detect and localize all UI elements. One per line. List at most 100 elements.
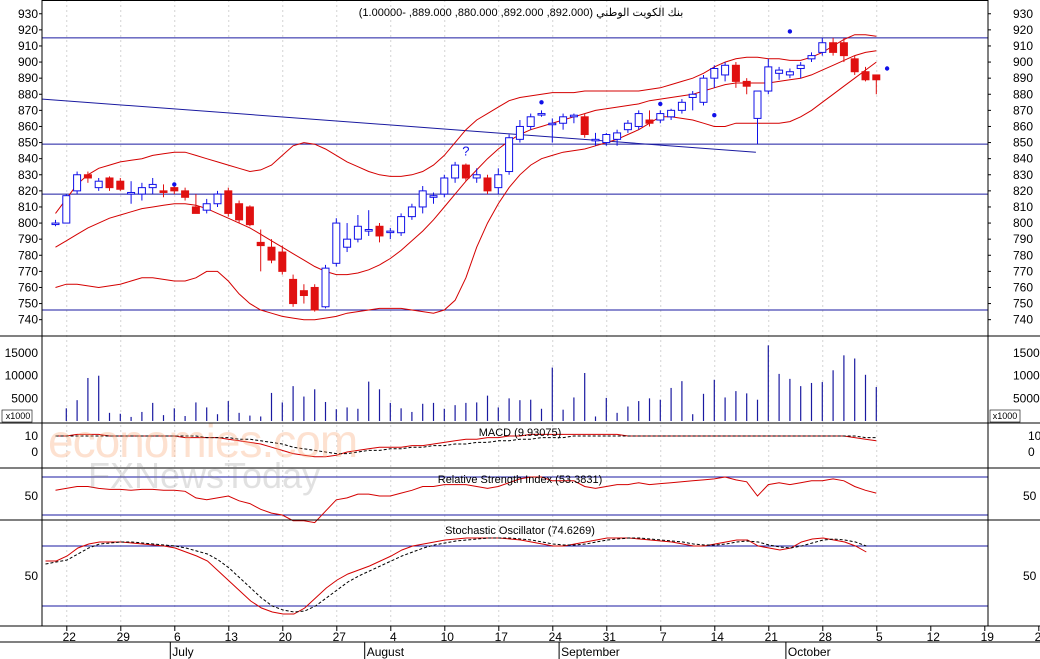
macd-signal-line [55, 435, 877, 455]
candle-body [872, 74, 881, 81]
x-day-label: 14 [711, 630, 725, 644]
candle-body [418, 190, 427, 208]
price-tick-label-left: 930 [18, 7, 38, 21]
candle-body [386, 230, 395, 234]
stochastic-k-line [45, 537, 867, 615]
volume-tick-label-right: 10000 [1013, 369, 1040, 383]
price-tick-label-left: 830 [18, 168, 38, 182]
signal-marker: ? [462, 143, 469, 158]
macd-panel [55, 433, 877, 458]
price-tick-label-left: 810 [18, 200, 38, 214]
candle-body [343, 238, 352, 248]
price-tick-label-right: 860 [1013, 119, 1033, 133]
x-day-label: 20 [279, 630, 293, 644]
price-tick-label-left: 890 [18, 71, 38, 85]
candle-body [677, 101, 686, 111]
volume-tick-label-left: 10000 [5, 369, 39, 383]
x-day-label: 22 [63, 630, 77, 644]
candle-body [505, 137, 514, 173]
candle-body [375, 225, 384, 237]
bollinger-upper-band [55, 34, 877, 214]
rsi-tick-label-left: 50 [25, 489, 39, 503]
candle-body [148, 183, 157, 189]
price-tick-label-left: 860 [18, 119, 38, 133]
candle-body [170, 187, 179, 192]
candle-body [321, 267, 330, 308]
signal-marker [787, 29, 793, 34]
price-tick-label-right: 770 [1013, 264, 1033, 278]
price-tick-label-left: 910 [18, 39, 38, 53]
price-tick-label-right: 780 [1013, 248, 1033, 262]
x-month-label: September [561, 645, 620, 659]
candle-body [591, 138, 600, 142]
stochastic-panel [42, 537, 988, 615]
x-day-label: 21 [765, 630, 779, 644]
candle-body [710, 68, 719, 79]
rsi-line [55, 476, 877, 524]
rsi-tick-label-right: 50 [1023, 489, 1037, 503]
candle-body [116, 180, 125, 190]
candle-body [127, 191, 136, 195]
candle-body [181, 190, 190, 198]
price-tick-label-right: 850 [1013, 136, 1033, 150]
candle-body [645, 119, 654, 124]
candle-body [742, 80, 751, 87]
candle-body [613, 132, 622, 140]
candle-body [407, 206, 416, 218]
candle-body [83, 174, 92, 179]
candle-body [137, 187, 146, 195]
price-tick-label-right: 840 [1013, 152, 1033, 166]
signal-marker [712, 112, 717, 118]
price-tick-label-left: 840 [18, 152, 38, 166]
stochastic-label: Stochastic Oscillator (74.6269) [445, 525, 595, 537]
candle-body [191, 206, 200, 214]
candle-body [829, 42, 838, 53]
candle-body [656, 113, 665, 121]
candle-body [796, 64, 805, 69]
price-tick-label-left: 820 [18, 184, 38, 198]
price-tick-label-right: 790 [1013, 232, 1033, 246]
price-tick-label-left: 760 [18, 280, 38, 294]
candle-body [764, 66, 773, 92]
x-day-label: 29 [117, 630, 131, 644]
price-tick-label-left: 920 [18, 23, 38, 37]
price-tick-label-left: 790 [18, 232, 38, 246]
price-tick-label-right: 930 [1013, 7, 1033, 21]
x-day-label: 6 [174, 630, 181, 644]
candle-body [213, 193, 222, 205]
price-tick-label-right: 870 [1013, 103, 1033, 117]
x-day-label: 17 [495, 630, 509, 644]
candle-body [245, 206, 254, 226]
candle-body [861, 71, 870, 81]
macd-tick-label-right: 10 [1028, 429, 1040, 443]
stochastic-d-line [45, 537, 867, 613]
candle-body [289, 278, 298, 305]
volume-tick-label-right: 15000 [1013, 346, 1040, 360]
x-day-label: 31 [603, 630, 617, 644]
candle-body [807, 55, 816, 60]
x-day-label: 4 [390, 630, 397, 644]
x-day-label: 5 [876, 630, 883, 644]
candle-body [235, 203, 244, 221]
x-day-label: 19 [981, 630, 995, 644]
candle-body [278, 251, 287, 272]
candle-body [299, 290, 308, 297]
price-panel: ? [42, 29, 988, 321]
x-day-label: 10 [441, 630, 455, 644]
candle-body [850, 58, 859, 73]
candle-body [202, 203, 211, 211]
candle-body [731, 64, 740, 82]
stochastic-tick-label-left: 50 [25, 569, 39, 583]
candle-body [839, 42, 848, 57]
macd-label: MACD (9.93075) [479, 427, 562, 439]
price-tick-label-left: 900 [18, 55, 38, 69]
candle-body [159, 190, 168, 193]
macd-tick-label-left: 10 [25, 429, 39, 443]
x-month-label: August [367, 645, 405, 659]
candle-body [602, 134, 611, 144]
price-tick-label-left: 870 [18, 103, 38, 117]
x-day-label: 13 [225, 630, 239, 644]
candle-body [256, 241, 265, 247]
stochastic-tick-label-right: 50 [1023, 569, 1037, 583]
